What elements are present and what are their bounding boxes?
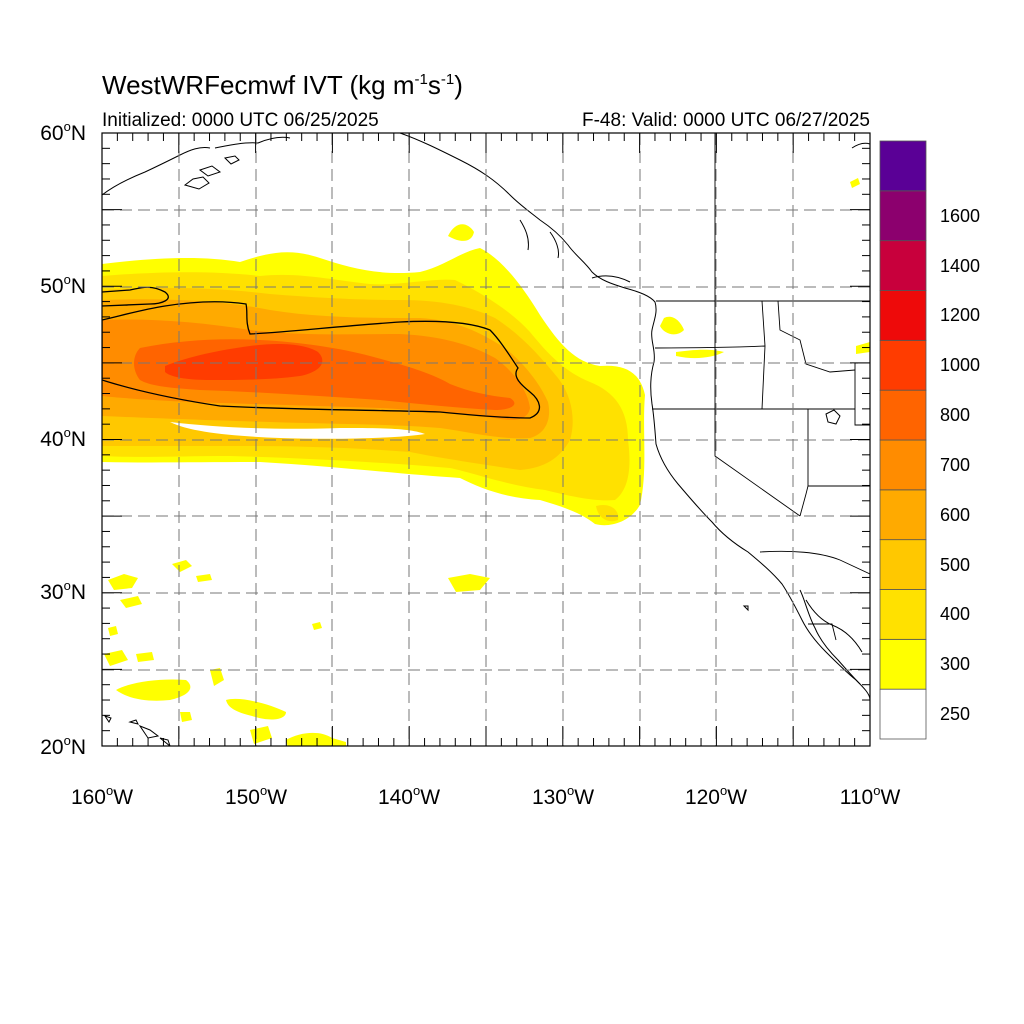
lon-label-160w: 160oW: [70, 783, 134, 809]
colorbar-label: 1000: [940, 355, 981, 376]
colorbar-label: 1400: [940, 255, 981, 276]
valid-time: F-48: Valid: 0000 UTC 06/27/2025: [582, 110, 870, 131]
colorbar-swatch: [879, 339, 927, 391]
ivt-contour-line: [102, 286, 541, 419]
lat-label-20: 20oN: [40, 733, 86, 759]
colorbar-swatch: [879, 290, 927, 341]
map-title: WestWRFecmwf IVT (kg m-1s-1): [102, 70, 463, 100]
colorbar-swatch: [879, 638, 927, 690]
colorbar-swatch: [879, 539, 927, 590]
lat-label-40: 40oN: [40, 425, 86, 451]
colorbar-swatch: [879, 389, 927, 441]
lon-label-130w: 130oW: [531, 783, 595, 809]
lon-label-120w: 120oW: [684, 783, 748, 809]
colorbar-label: 500: [940, 554, 971, 575]
colorbar-swatch: [879, 589, 927, 640]
lon-label-150w: 150oW: [224, 783, 288, 809]
ivt-shading: [102, 178, 870, 746]
ivt-gap-band: [170, 422, 425, 439]
colorbar-swatch: [879, 439, 927, 491]
ivt-contour-800: [165, 344, 323, 380]
colorbar-label: 1200: [940, 305, 981, 326]
colorbar-swatch: [879, 140, 927, 192]
lon-label-110w: 110oW: [839, 783, 901, 809]
colorbar-label: 1600: [940, 205, 981, 226]
lat-label-50: 50oN: [40, 272, 86, 298]
colorbar-label: 600: [940, 504, 971, 525]
colorbar-label: 700: [940, 454, 971, 475]
colorbar-swatch: [879, 190, 927, 242]
lat-label-30: 30oN: [40, 578, 86, 604]
colorbar-swatch: [879, 489, 927, 541]
initialized-time: Initialized: 0000 UTC 06/25/2025: [102, 110, 379, 131]
lat-label-60: 60oN: [40, 119, 86, 145]
colorbar-label: 300: [940, 654, 971, 675]
axis-ticks: [101, 132, 871, 747]
lon-label-140w: 140oW: [377, 783, 441, 809]
colorbar-swatch: [879, 688, 927, 740]
colorbar: [879, 140, 927, 740]
colorbar-label: 250: [940, 704, 971, 725]
colorbar-swatch: [879, 240, 927, 291]
graticule: [102, 133, 870, 746]
borders: [652, 133, 870, 641]
colorbar-label: 800: [940, 405, 971, 426]
colorbar-label: 400: [940, 604, 971, 625]
